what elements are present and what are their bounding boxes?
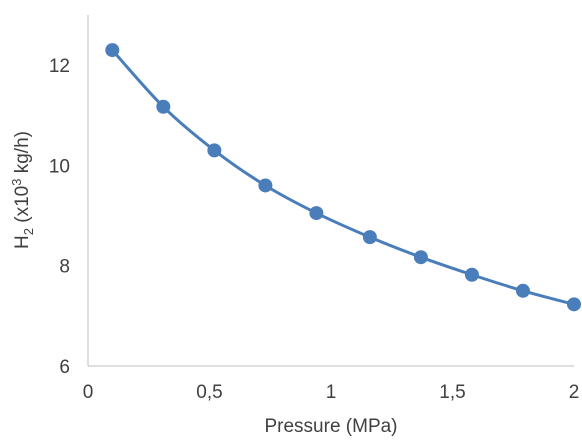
- data-points: [105, 43, 581, 312]
- y-axis-title-subscript: 2: [21, 228, 36, 235]
- x-tick-label: 0,5: [196, 382, 222, 403]
- data-point: [258, 178, 273, 193]
- y-axis-title-superscript: 3: [9, 179, 24, 186]
- y-tick-labels: 6 8 10 12: [49, 56, 70, 378]
- x-axis-title: Pressure (MPa): [264, 416, 397, 437]
- data-point: [105, 43, 120, 58]
- data-point: [515, 283, 530, 298]
- data-point: [207, 143, 222, 158]
- data-point: [464, 267, 479, 282]
- x-tick-label: 1,5: [439, 382, 465, 403]
- x-tick-labels: 0 0,5 1 1,5 2: [83, 382, 580, 403]
- y-axis-title: H2 (x103 kg/h): [9, 131, 36, 249]
- data-point: [362, 230, 377, 245]
- data-point: [413, 250, 428, 265]
- y-axis-title-prefix: H: [12, 235, 33, 249]
- x-tick-label: 2: [569, 382, 580, 403]
- x-tick-label: 0: [83, 382, 94, 403]
- data-point: [156, 99, 171, 114]
- series-line: [111, 49, 575, 306]
- axes: [87, 15, 574, 367]
- data-point: [309, 206, 324, 221]
- y-axis-title-suffix: kg/h): [12, 131, 33, 179]
- data-point: [567, 297, 581, 312]
- x-tick-label: 1: [326, 382, 337, 403]
- y-axis-title-middle: (x10: [12, 186, 33, 228]
- y-tick-label: 12: [49, 56, 70, 77]
- y-tick-label: 6: [59, 357, 70, 378]
- y-tick-label: 10: [49, 156, 70, 177]
- y-tick-label: 8: [59, 257, 70, 278]
